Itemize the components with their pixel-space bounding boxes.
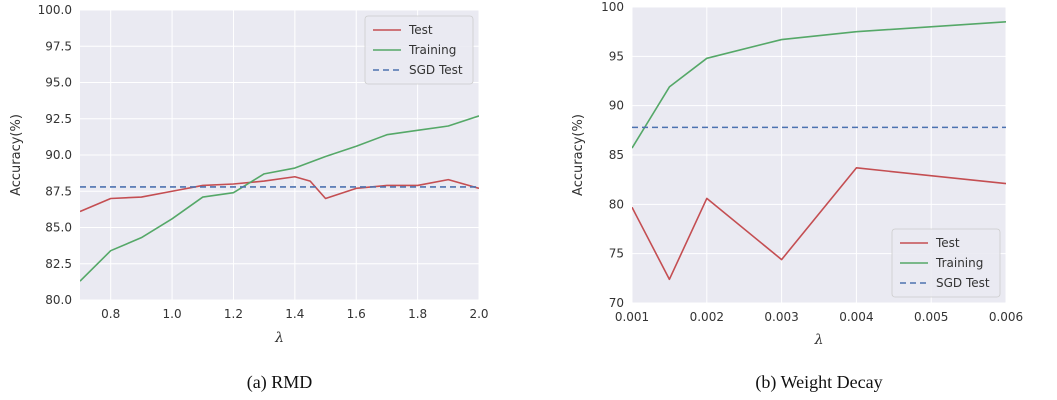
- x-tick-label: 0.8: [101, 307, 120, 321]
- series-line-test: [80, 175, 479, 213]
- y-tick-label: 100: [601, 0, 624, 14]
- x-tick-label: 0.006: [989, 310, 1023, 324]
- chart-rmd: 80.0 82.5 85.0 87.5 90.0 92.5 95.0 97.5 100.0 0.8…: [9, 3, 489, 393]
- x-tick-label: 0.003: [764, 310, 798, 324]
- legend-label: SGD Test: [936, 276, 990, 290]
- y-tick-label: 80: [609, 197, 624, 211]
- y-tick-label: 95.0: [45, 76, 72, 90]
- legend-label: Test: [935, 236, 960, 250]
- x-tick-label: 0.004: [839, 310, 873, 324]
- x-axis-label: λ: [814, 332, 824, 348]
- legend: Test Training SGD Test: [364, 15, 474, 85]
- y-tick-label: 85.0: [45, 221, 72, 235]
- y-tick-label: 80.0: [45, 293, 72, 307]
- x-tick-label: 1.8: [408, 307, 427, 321]
- y-tick-label: 87.5: [45, 184, 72, 198]
- y-tick-label: 85: [609, 148, 624, 162]
- y-tick-label: 90.0: [45, 148, 72, 162]
- x-axis-label: λ: [274, 330, 284, 346]
- y-axis-label: Accuracy(%): [9, 114, 24, 196]
- x-tick-label: 1.6: [347, 307, 366, 321]
- y-tick-label: 70: [609, 296, 624, 310]
- y-tick-label: 100.0: [38, 3, 72, 17]
- x-tick-label: 0.005: [914, 310, 948, 324]
- y-tick-label: 75: [609, 247, 624, 261]
- y-tick-label: 92.5: [45, 112, 72, 126]
- legend-label: Test: [408, 23, 433, 37]
- y-tick-label: 97.5: [45, 39, 72, 53]
- y-tick-label: 82.5: [45, 257, 72, 271]
- legend: Test Training SGD Test: [891, 228, 1001, 298]
- x-tick-label: 0.001: [615, 310, 649, 324]
- series-line-training: [632, 21, 1006, 149]
- legend-box: [891, 228, 1001, 298]
- series-line-test: [632, 167, 1006, 281]
- x-tick-label: 1.2: [224, 307, 243, 321]
- legend-label: SGD Test: [409, 63, 463, 77]
- legend-label: Training: [935, 256, 983, 270]
- x-tick-label: 1.4: [285, 307, 304, 321]
- legend-label: Training: [408, 43, 456, 57]
- series-line-training: [80, 115, 479, 282]
- legend-box: [364, 15, 474, 85]
- y-tick-label: 90: [609, 99, 624, 113]
- x-tick-label: 1.0: [163, 307, 182, 321]
- figure-caption: (a) RMD: [247, 372, 313, 393]
- x-tick-label: 2.0: [469, 307, 488, 321]
- y-axis-label: Accuracy(%): [571, 114, 586, 196]
- figure-caption: (b) Weight Decay: [755, 372, 882, 393]
- x-tick-label: 0.002: [690, 310, 724, 324]
- chart-weight-decay: 70 75 80 85 90 95 100 0.001 0.002 0.003 0.004 0.005…: [571, 0, 1023, 393]
- y-tick-label: 95: [609, 49, 624, 63]
